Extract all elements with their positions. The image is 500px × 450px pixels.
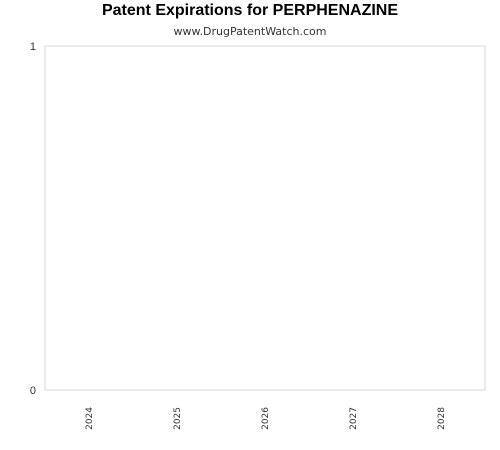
chart-subtitle: www.DrugPatentWatch.com [173,25,327,38]
plot-area [44,45,486,391]
x-tick-label: 2027 [349,407,359,430]
y-axis: 01 [30,41,36,397]
y-tick-label: 1 [30,41,36,53]
x-axis: 2024 2025 2026 2027 2028 [85,407,447,430]
chart-title: Patent Expirations for PERPHENAZINE [101,2,399,19]
x-tick-label: 2028 [437,407,447,430]
x-tick-label: 2026 [261,407,271,430]
x-tick-label: 2024 [85,407,95,430]
y-tick-label: 0 [30,385,36,397]
x-tick-label: 2025 [173,407,183,430]
